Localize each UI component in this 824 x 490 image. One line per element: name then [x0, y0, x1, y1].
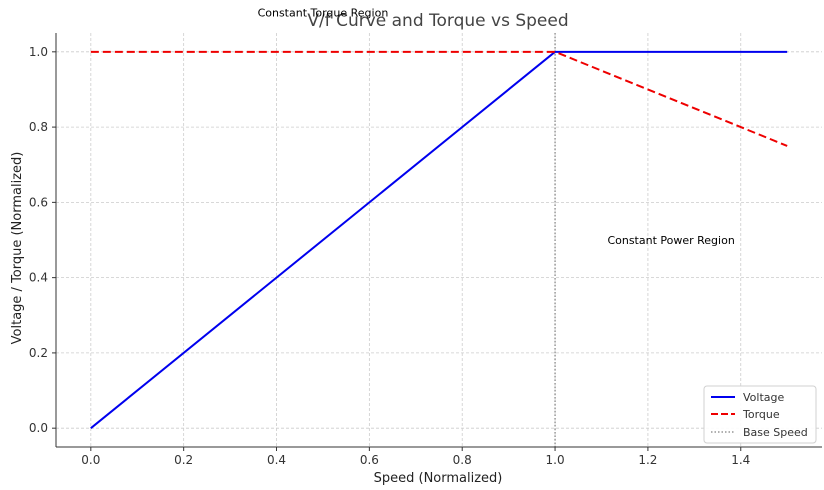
legend: Voltage Torque Base Speed — [703, 385, 817, 444]
tick-labels: 0.0 0.2 0.4 0.6 0.8 1.0 1.2 1.4 0.0 0.2 0.4 0.6 0.8 1… — [29, 45, 750, 467]
chart-title: V/f Curve and Torque vs Speed — [307, 11, 568, 31]
legend-box — [703, 385, 817, 444]
x-tick-label-2: 0.4 — [267, 453, 286, 467]
y-tick-label-1: 0.2 — [29, 346, 48, 360]
x-tick-label-7: 1.4 — [731, 453, 750, 467]
annotation-constant-torque: Constant Torque Region — [258, 6, 389, 19]
series-layer — [90, 50, 788, 429]
legend-label-torque: Torque — [742, 408, 780, 421]
annotation-constant-power: Constant Power Region — [607, 234, 734, 247]
series-line-torque — [90, 50, 788, 147]
x-tick-label-1: 0.2 — [174, 453, 193, 467]
y-tick-label-0: 0.0 — [29, 421, 48, 435]
x-tick-label-5: 1.0 — [546, 453, 565, 467]
legend-label-base-speed: Base Speed — [743, 426, 808, 439]
y-tick-label-3: 0.6 — [29, 195, 48, 209]
axes — [52, 33, 822, 451]
x-tick-label-3: 0.6 — [360, 453, 379, 467]
y-tick-label-5: 1.0 — [29, 45, 48, 59]
x-tick-label-6: 1.2 — [638, 453, 657, 467]
legend-label-voltage: Voltage — [743, 391, 784, 404]
x-tick-label-0: 0.0 — [81, 453, 100, 467]
y-tick-label-4: 0.8 — [29, 120, 48, 134]
y-tick-label-2: 0.4 — [29, 271, 48, 285]
annotations: Constant Torque Region Constant Power Re… — [258, 6, 735, 247]
x-axis-label: Speed (Normalized) — [374, 471, 503, 486]
x-tick-label-4: 0.8 — [453, 453, 472, 467]
series-line-voltage — [90, 50, 788, 429]
y-axis-label: Voltage / Torque (Normalized) — [10, 152, 25, 345]
